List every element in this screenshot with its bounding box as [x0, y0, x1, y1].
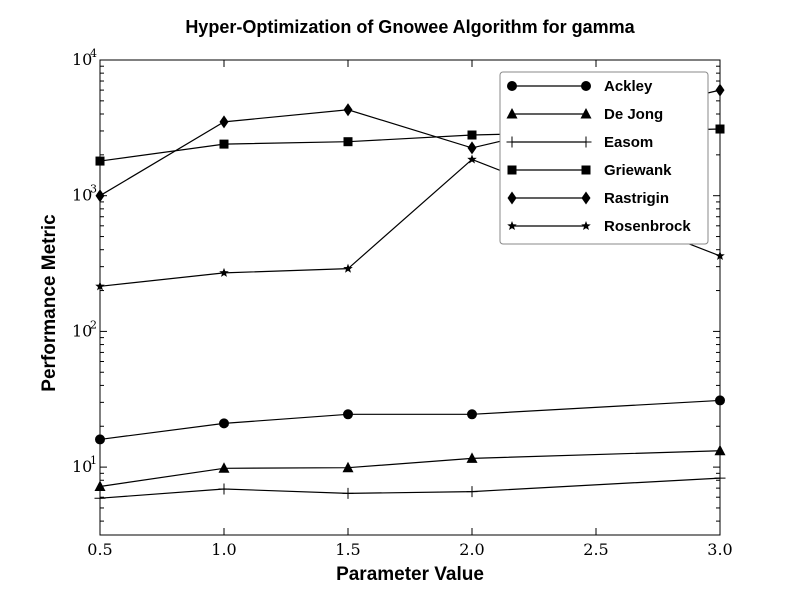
data-point-rastrigin [343, 103, 353, 117]
data-point-ackley [219, 418, 229, 429]
data-point-de-jong [218, 462, 230, 473]
y-tick-exponent: 1 [90, 454, 97, 467]
legend-marker-ackley [507, 81, 517, 91]
y-tick-label: 10 [72, 321, 92, 340]
data-point-rastrigin [219, 115, 229, 129]
data-point-ackley [343, 409, 353, 420]
data-point-griewank [219, 139, 229, 149]
y-tick-exponent: 2 [90, 318, 97, 331]
series-easom [94, 472, 726, 504]
y-tick-label: 10 [72, 50, 92, 69]
data-point-de-jong [342, 461, 354, 473]
legend-label-easom: Easom [604, 134, 653, 151]
data-point-ackley [467, 409, 477, 420]
data-point-rosenbrock [219, 267, 229, 277]
data-point-easom [342, 487, 354, 499]
y-tick-exponent: 3 [90, 183, 97, 196]
series-line-ackley [99, 399, 721, 441]
legend-label-rastrigin: Rastrigin [604, 190, 669, 207]
y-axis-label: Performance Metric [39, 214, 60, 392]
x-tick-label: 2.0 [459, 540, 484, 559]
legend-marker-easom [506, 136, 518, 148]
legend-marker-rosenbrock [507, 221, 517, 231]
legend-marker-griewank [507, 165, 517, 175]
y-tick-label: 10 [72, 186, 92, 205]
series-line-easom [99, 477, 721, 499]
data-point-rastrigin [467, 141, 477, 155]
data-point-easom [466, 486, 478, 498]
legend-marker-de-jong [580, 108, 592, 119]
legend-label-griewank: Griewank [604, 162, 672, 179]
legend-marker-griewank [581, 165, 591, 175]
legend: Ackley De Jong Easom Griewank Rastrigin Rosen… [499, 71, 709, 245]
data-point-griewank [343, 137, 353, 147]
legend-marker-easom [580, 136, 592, 148]
legend-label-rosenbrock: Rosenbrock [604, 218, 691, 235]
x-tick-label: 3.0 [707, 540, 732, 559]
data-point-rosenbrock [343, 263, 353, 273]
data-point-easom [218, 483, 230, 495]
legend-label-de-jong: De Jong [604, 106, 663, 123]
legend-label-ackley: Ackley [604, 78, 653, 95]
legend-marker-rosenbrock [581, 221, 591, 231]
data-point-de-jong [466, 452, 478, 463]
x-tick-label: 1.0 [211, 540, 236, 559]
x-tick-label: 1.5 [335, 540, 360, 559]
y-tick-exponent: 4 [90, 47, 97, 60]
plot-frame [99, 59, 721, 536]
chart-title: Hyper-Optimization of Gnowee Algorithm f… [185, 17, 635, 37]
legend-marker-de-jong [506, 108, 518, 119]
data-point-rosenbrock [467, 154, 477, 164]
series-ackley [95, 395, 725, 445]
y-tick-label: 10 [72, 457, 92, 476]
x-axis-label: Parameter Value [336, 564, 484, 585]
legend-marker-rastrigin [581, 191, 591, 205]
data-point-griewank [467, 130, 477, 140]
x-tick-label: 0.5 [87, 540, 112, 559]
legend-box [499, 71, 709, 245]
legend-marker-ackley [581, 81, 591, 91]
x-tick-label: 2.5 [583, 540, 608, 559]
series-de-jong [94, 444, 726, 491]
legend-marker-rastrigin [507, 191, 517, 205]
series-line-de-jong [99, 450, 721, 488]
